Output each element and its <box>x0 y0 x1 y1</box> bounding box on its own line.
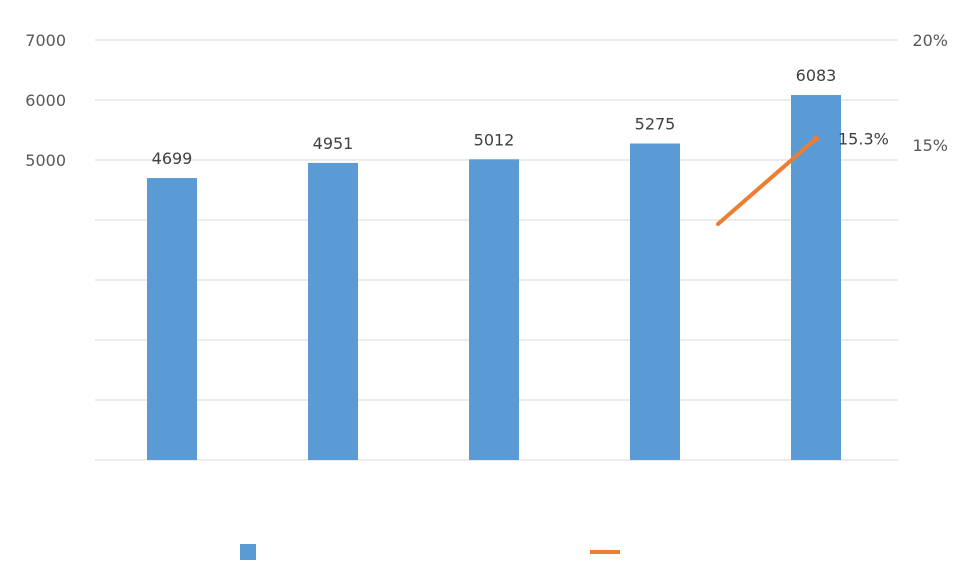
line-point <box>813 135 819 142</box>
legend-bar-marker <box>240 544 256 560</box>
bar-data-label: 4951 <box>313 134 354 153</box>
line-series-segment <box>716 136 818 226</box>
bar-data-label: 6083 <box>796 66 837 85</box>
bar-data-label: 5275 <box>635 115 676 134</box>
bar <box>630 143 680 460</box>
y-left-tick-label: 5000 <box>25 151 66 170</box>
bar-data-label: 5012 <box>474 130 515 149</box>
bar <box>308 162 358 460</box>
y-left-tick-label: 7000 <box>25 31 66 50</box>
line-data-label: 15.3% <box>838 130 889 149</box>
bar <box>469 159 519 460</box>
bar-data-label: 4699 <box>152 149 193 168</box>
y-right-tick-label: 15% <box>912 136 948 155</box>
y-right-tick-label: 20% <box>912 31 948 50</box>
y-left-tick-label: 6000 <box>25 91 66 110</box>
bar <box>147 178 197 460</box>
bar <box>791 95 841 461</box>
